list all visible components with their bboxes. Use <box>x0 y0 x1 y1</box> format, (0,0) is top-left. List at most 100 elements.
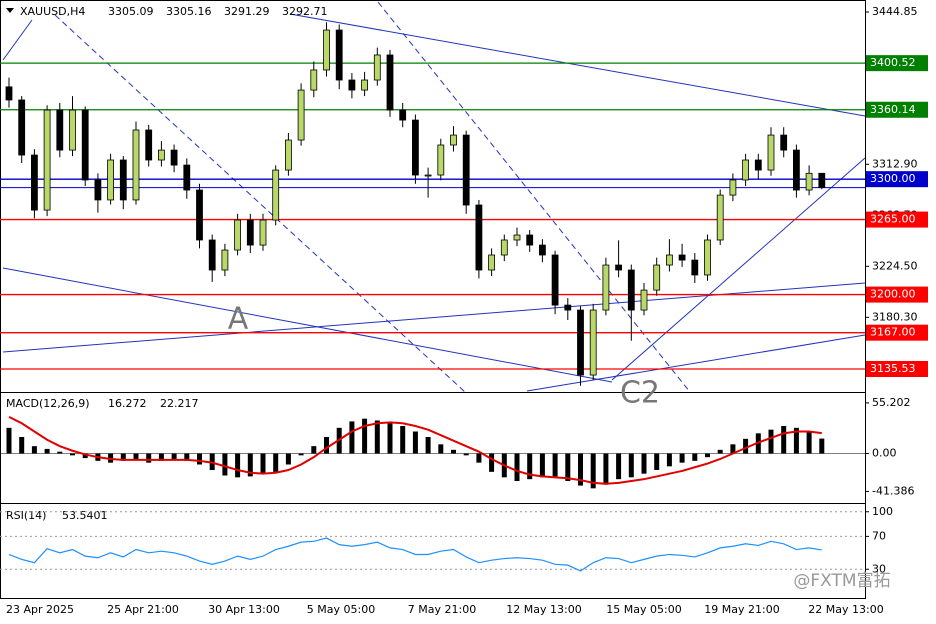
macd-bar <box>666 453 672 467</box>
candle-body <box>716 194 724 241</box>
level-tag <box>866 324 928 341</box>
candle-body <box>373 54 381 81</box>
macd-bar <box>476 453 482 463</box>
level-tag <box>866 171 928 188</box>
y-tick-label: 3180.30 <box>872 310 918 323</box>
x-tick-label: 7 May 21:00 <box>408 603 476 616</box>
x-tick-label: 30 Apr 13:00 <box>208 603 280 616</box>
macd-bar <box>235 453 241 478</box>
macd-bar <box>298 453 304 456</box>
candle-body <box>30 154 38 211</box>
macd-bar <box>539 453 545 478</box>
macd-bar <box>31 446 37 454</box>
candle-body <box>666 254 673 266</box>
high-price: 3305.16 <box>166 5 212 18</box>
macd-bar <box>412 431 418 454</box>
candle-body <box>500 239 508 256</box>
macd-bar <box>806 431 812 454</box>
symbol: XAUUSD,H4 <box>20 5 85 18</box>
candle-body <box>475 204 483 271</box>
candle-body <box>704 239 711 276</box>
macd-bar <box>527 453 533 480</box>
macd-bar <box>679 453 685 463</box>
candle-body <box>297 89 305 141</box>
trendline <box>377 1 691 393</box>
level-label: 3400.52 <box>870 56 916 69</box>
trendline <box>611 157 866 381</box>
macd-bar <box>184 453 190 461</box>
macd-bar <box>590 453 596 489</box>
candle-body <box>272 169 280 221</box>
macd-bar <box>425 437 431 454</box>
macd-bar <box>120 453 126 461</box>
macd-bar <box>324 437 329 454</box>
macd-bar <box>19 437 25 454</box>
macd-bar <box>781 426 787 454</box>
candle-body <box>310 69 318 91</box>
y-tick-label: 0.00 <box>872 447 897 460</box>
trendline <box>54 14 466 393</box>
macd-bar <box>743 438 749 454</box>
macd-bar <box>285 453 291 465</box>
macd-bar <box>222 453 228 476</box>
trendline <box>2 19 33 61</box>
menu-arrow <box>6 8 14 13</box>
candle-body <box>361 79 369 91</box>
candle-body <box>157 149 165 161</box>
candle-body <box>5 86 13 101</box>
candle-body <box>335 29 343 81</box>
candle-body <box>564 304 572 311</box>
x-tick-label: 12 May 13:00 <box>506 603 581 616</box>
y-tick-label: 30 <box>872 562 886 575</box>
y-tick-label: 55.202 <box>872 396 911 409</box>
candle-body <box>208 239 216 271</box>
close-price: 3292.71 <box>282 5 328 18</box>
candle-body <box>170 149 178 166</box>
macd-name: MACD(12,26,9) <box>6 397 90 410</box>
rsi-value: 53.5401 <box>62 509 108 522</box>
candle-body <box>323 29 330 71</box>
candle-body <box>780 134 788 151</box>
macd-bar <box>793 427 799 454</box>
y-tick-label: 100 <box>872 505 893 518</box>
candle-body <box>539 244 546 256</box>
candle-body <box>234 219 242 251</box>
level-label: 3167.00 <box>870 326 916 339</box>
signal-line <box>8 415 822 485</box>
candle-body <box>246 219 254 246</box>
candle-body <box>69 109 76 151</box>
macd-bar <box>146 453 152 463</box>
candle-body <box>424 174 432 177</box>
candle-body <box>132 129 140 201</box>
macd-bar <box>819 438 825 454</box>
macd-signal-value: 22.217 <box>160 397 199 410</box>
macd-bar <box>730 444 736 454</box>
macd-bar <box>514 453 520 481</box>
macd-bar <box>362 418 368 454</box>
y-tick-label: 3444.85 <box>872 5 918 18</box>
candle-body <box>691 259 699 276</box>
trendlines <box>2 1 866 393</box>
candle-body <box>119 159 127 201</box>
candle-body <box>526 234 534 246</box>
candle-body <box>348 79 356 91</box>
macd-bar <box>654 453 660 470</box>
macd-bar <box>247 453 253 477</box>
candle-body <box>259 219 267 246</box>
candle-body <box>488 254 496 271</box>
candle-body <box>56 109 64 151</box>
candle-body <box>729 179 737 196</box>
candle-body <box>145 129 153 161</box>
macd-bar <box>603 453 609 485</box>
level-label: 3265.00 <box>870 213 916 226</box>
level-tag <box>866 211 928 228</box>
level-label: 3300.00 <box>870 172 916 185</box>
trendline <box>2 267 613 383</box>
candle-body <box>94 179 102 201</box>
macd-bar <box>387 423 393 454</box>
macd-bar <box>260 453 266 474</box>
macd-bar <box>705 453 710 458</box>
macd-bar <box>158 453 164 461</box>
macd-bar <box>133 453 139 459</box>
